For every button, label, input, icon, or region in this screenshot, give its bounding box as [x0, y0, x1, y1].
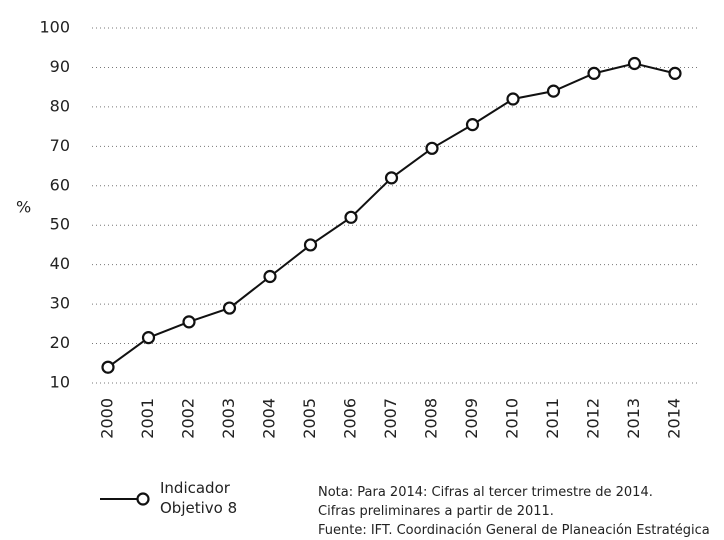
data-point: [344, 210, 358, 224]
y-tick-label: 30: [50, 294, 70, 313]
x-tick-label: 2000: [98, 398, 117, 439]
x-tick-label: 2014: [665, 398, 684, 439]
legend-label: Indicador Objetivo 8: [160, 479, 238, 517]
note: Nota: Para 2014: Cifras al tercer trimes…: [318, 485, 653, 500]
data-point: [141, 331, 156, 345]
y-tick-label: 50: [50, 215, 70, 234]
data-point: [384, 171, 399, 185]
note: Cifras preliminares a partir de 2011.: [318, 504, 554, 519]
data-point: [182, 315, 196, 329]
x-tick-label: 2010: [503, 398, 522, 439]
x-tick-label: 2008: [422, 398, 441, 439]
data-point: [465, 118, 480, 132]
data-point: [587, 66, 601, 80]
data-point: [222, 301, 237, 315]
x-tick-label: 2012: [584, 398, 603, 439]
note: Fuente: IFT. Coordinación General de Pla…: [318, 523, 710, 538]
data-point: [425, 141, 439, 155]
chart: % 10 20 30 40 50 60 70 80 90 100 2000 2001 2002 2003 2…: [16, 18, 700, 506]
y-tick-label: 10: [50, 373, 70, 392]
x-tick-label: 2002: [179, 398, 198, 439]
x-tick-label: 2006: [341, 398, 360, 439]
data-point: [627, 56, 642, 71]
data-point: [546, 84, 561, 98]
y-tick-label: 20: [50, 333, 70, 352]
x-tick-label: 2009: [462, 398, 481, 439]
y-tick-label: 40: [50, 254, 70, 273]
y-tick-label: 70: [50, 136, 70, 155]
x-tick-label: 2004: [260, 398, 279, 439]
x-tick-label: 2011: [543, 398, 562, 439]
x-tick-label: 2005: [300, 398, 319, 439]
y-tick-label: 80: [50, 96, 70, 115]
data-point: [263, 269, 277, 284]
y-tick-label: 90: [50, 57, 70, 76]
y-tick-label: 100: [39, 18, 70, 37]
legend-marker: [136, 492, 150, 506]
x-tick-label: 2013: [624, 398, 643, 439]
data-point: [303, 238, 318, 252]
data-point: [668, 66, 682, 80]
x-tick-label: 2003: [219, 398, 238, 439]
x-tick-label: 2001: [138, 398, 157, 439]
notes: Nota: Para 2014: Cifras al tercer trimes…: [318, 483, 710, 540]
y-tick-label: 60: [50, 175, 70, 194]
page: % 10 20 30 40 50 60 70 80 90 100 2000 2001 2002 2003 2…: [16, 18, 710, 539]
y-axis-label: %: [16, 198, 31, 217]
data-point: [506, 92, 520, 106]
x-tick-label: 2007: [381, 398, 400, 439]
data-point: [101, 360, 115, 374]
